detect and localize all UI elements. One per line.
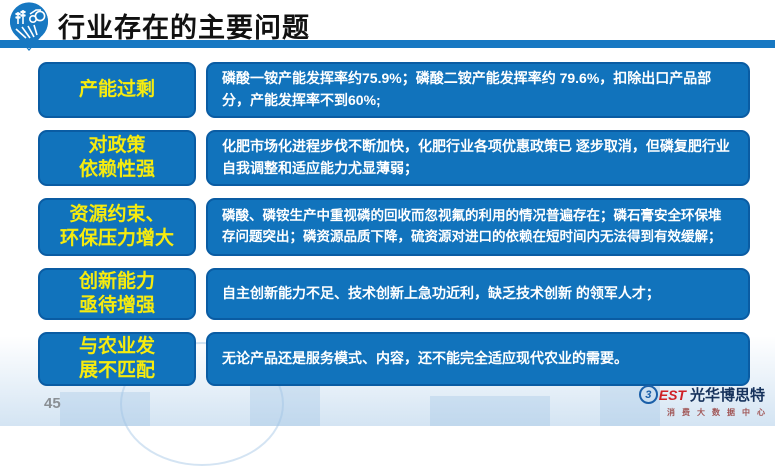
background-building: [430, 396, 550, 426]
problem-list: 产能过剩 磷酸一铵产能发挥率约75.9%；磷酸二铵产能发挥率约 79.6%，扣除…: [38, 62, 750, 398]
brand-logo: 3 EST 光华博思特 消费大数据中心: [638, 384, 765, 418]
problem-content: 磷酸、磷铵生产中重视磷的回收而忽视氟的利用的情况普遍存在；磷石膏安全环保堆存问题…: [206, 198, 750, 256]
problem-row-overcapacity: 产能过剩 磷酸一铵产能发挥率约75.9%；磷酸二铵产能发挥率约 79.6%，扣除…: [38, 62, 750, 118]
brand-est-text: EST: [658, 386, 686, 403]
brand-subtitle: 消费大数据中心: [667, 408, 772, 417]
problem-content: 自主创新能力不足、技术创新上急功近利，缺乏技术创新 的领军人才；: [206, 268, 750, 320]
problem-label: 资源约束、 环保压力增大: [38, 198, 196, 256]
problem-row-policy-dependence: 对政策 依赖性强 化肥市场化进程步伐不断加快，化肥行业各项优惠政策已 逐步取消，…: [38, 130, 750, 186]
problem-content-text: 磷酸一铵产能发挥率约75.9%；磷酸二铵产能发挥率约 79.6%，扣除出口产品部…: [222, 70, 712, 108]
problem-content: 化肥市场化进程步伐不断加快，化肥行业各项优惠政策已 逐步取消，但磷复肥行业自我调…: [206, 130, 750, 186]
problem-content-text: 化肥市场化进程步伐不断加快，化肥行业各项优惠政策已 逐步取消，但磷复肥行业自我调…: [222, 138, 730, 176]
agriculture-pin-icon: [6, 2, 52, 52]
brand-circle-b-icon: 3: [638, 385, 658, 404]
problem-label: 与农业发 展不匹配: [38, 332, 196, 386]
problem-label: 产能过剩: [38, 62, 196, 118]
problem-label: 对政策 依赖性强: [38, 130, 196, 186]
brand-name: 光华博思特: [689, 387, 765, 404]
problem-content-text: 自主创新能力不足、技术创新上急功近利，缺乏技术创新 的领军人才；: [222, 285, 660, 302]
problem-content-text: 磷酸、磷铵生产中重视磷的回收而忽视氟的利用的情况普遍存在；磷石膏安全环保堆存问题…: [222, 208, 722, 244]
problem-row-resource-environment: 资源约束、 环保压力增大 磷酸、磷铵生产中重视磷的回收而忽视氟的利用的情况普遍存…: [38, 198, 750, 256]
problem-row-agriculture-mismatch: 与农业发 展不匹配 无论产品还是服务模式、内容，还不能完全适应现代农业的需要。: [38, 332, 750, 386]
header-divider-bar: [0, 40, 775, 48]
problem-content-text: 无论产品还是服务模式、内容，还不能完全适应现代农业的需要。: [222, 350, 628, 367]
problem-label: 创新能力 亟待增强: [38, 268, 196, 320]
page-title: 行业存在的主要问题: [58, 13, 310, 43]
problem-content: 磷酸一铵产能发挥率约75.9%；磷酸二铵产能发挥率约 79.6%，扣除出口产品部…: [206, 62, 750, 118]
problem-content: 无论产品还是服务模式、内容，还不能完全适应现代农业的需要。: [206, 332, 750, 386]
problem-row-innovation: 创新能力 亟待增强 自主创新能力不足、技术创新上急功近利，缺乏技术创新 的领军人…: [38, 268, 750, 320]
page-number: 45: [44, 395, 61, 412]
